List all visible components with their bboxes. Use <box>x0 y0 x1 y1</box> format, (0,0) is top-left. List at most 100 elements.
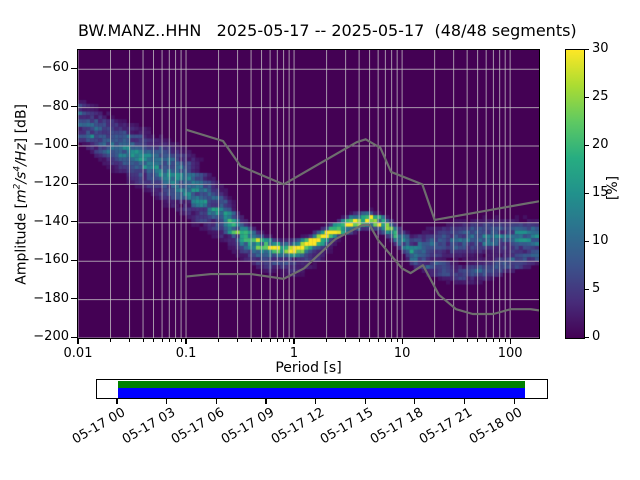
colorbar-tick-label: 15 <box>592 185 609 200</box>
timeline-coverage-green <box>118 381 525 388</box>
x-axis-minor-tick <box>261 338 263 342</box>
x-axis-minor-tick <box>237 338 239 342</box>
x-axis-minor-tick <box>485 338 487 342</box>
x-axis-minor-tick <box>276 338 278 342</box>
plot-overlay <box>78 50 539 338</box>
x-axis-minor-tick <box>391 338 393 342</box>
x-axis-minor-tick <box>283 338 285 342</box>
x-axis-minor-tick <box>377 338 379 342</box>
colorbar-tick <box>584 240 589 242</box>
y-axis-tick <box>71 182 78 185</box>
y-axis-label-part: 4 <box>12 165 23 172</box>
x-axis-major-tick <box>185 338 187 344</box>
y-axis-label: Amplitude [m2/s4/Hz] [dB] <box>13 63 30 325</box>
y-tick-label: −100 <box>33 137 69 152</box>
x-axis-minor-tick <box>477 338 479 342</box>
colorbar-tick-label: 5 <box>592 281 601 296</box>
y-axis-tick <box>71 298 78 300</box>
x-axis-minor-tick <box>110 338 112 342</box>
y-axis-label-part: /s <box>13 171 30 184</box>
colorbar-tick <box>584 144 589 146</box>
timeline-bar <box>96 379 548 399</box>
nhnm-noise-model-line <box>185 128 539 222</box>
colorbar-tick <box>584 96 589 98</box>
colorbar-tick <box>584 192 589 194</box>
x-tick-label: 1 <box>289 346 299 361</box>
colorbar <box>565 49 585 339</box>
y-axis-label-part: Amplitude [ <box>13 203 30 285</box>
y-axis-tick <box>71 221 78 223</box>
x-axis-minor-tick <box>269 338 271 342</box>
x-axis-major-tick <box>401 338 403 344</box>
x-tick-label: 10 <box>393 346 411 361</box>
plot-area <box>77 49 540 339</box>
x-axis-minor-tick <box>358 338 360 342</box>
timeline-coverage-blue <box>118 387 525 398</box>
colorbar-tick-label: 25 <box>592 89 609 104</box>
y-axis-tick <box>71 336 78 338</box>
x-axis-minor-tick <box>453 338 455 342</box>
y-tick-label: −140 <box>33 213 69 229</box>
colorbar-tick-label: 0 <box>592 329 601 344</box>
timeline-tick <box>215 399 217 404</box>
figure-title: BW.MANZ..HHN 2025-05-17 -- 2025-05-17 (4… <box>78 21 577 40</box>
psd-histogram-canvas <box>78 50 539 338</box>
x-axis-minor-tick <box>175 338 177 342</box>
y-axis-tick <box>71 259 78 261</box>
x-axis-minor-tick <box>492 338 494 342</box>
x-axis-minor-tick <box>168 338 170 342</box>
y-tick-label: −180 <box>33 290 69 306</box>
x-axis-major-tick <box>293 338 295 344</box>
y-axis-label-part: /Hz <box>13 143 30 166</box>
x-axis-minor-tick <box>384 338 386 342</box>
x-axis-minor-tick <box>326 338 328 342</box>
y-axis-tick <box>71 106 78 108</box>
x-axis-minor-tick <box>218 338 220 342</box>
y-axis-tick <box>71 144 78 146</box>
colorbar-tick <box>584 48 589 50</box>
x-axis-minor-tick <box>180 338 182 342</box>
x-tick-label: 100 <box>497 346 523 361</box>
x-axis-minor-tick <box>129 338 131 342</box>
x-axis-minor-tick <box>499 338 501 342</box>
y-tick-label: −160 <box>33 252 69 268</box>
x-axis-major-tick <box>509 338 511 344</box>
x-axis-minor-tick <box>153 338 154 342</box>
x-axis-minor-tick <box>288 338 290 342</box>
timeline-tick <box>463 399 466 404</box>
y-tick-label: −200 <box>33 329 69 344</box>
colorbar-tick-label: 10 <box>592 233 609 248</box>
x-axis-label: Period [s] <box>275 360 342 376</box>
timeline-tick <box>513 399 515 404</box>
x-axis-minor-tick <box>466 338 468 342</box>
x-axis-minor-tick <box>250 338 252 342</box>
colorbar-tick <box>584 288 589 290</box>
x-axis-minor-tick <box>345 338 347 342</box>
colorbar-tick-label: 30 <box>592 41 609 56</box>
y-tick-label: −80 <box>41 98 69 114</box>
x-axis-minor-tick <box>161 338 163 342</box>
x-tick-label: 0.1 <box>175 346 197 361</box>
colorbar-tick <box>584 336 589 338</box>
x-axis-minor-tick <box>434 338 436 342</box>
x-axis-minor-tick <box>504 338 506 342</box>
y-axis-label-part: 2 <box>12 183 23 190</box>
timeline-tick <box>364 399 366 404</box>
timeline-tick <box>414 399 416 404</box>
x-axis-major-tick <box>77 338 79 344</box>
timeline-tick <box>116 399 118 404</box>
timeline-tick <box>314 399 317 404</box>
nlnm-noise-model-line <box>185 223 539 316</box>
timeline-tick <box>166 399 168 404</box>
y-axis-label-part: ] [dB] <box>13 103 30 144</box>
y-tick-label: −60 <box>41 60 69 76</box>
y-axis-tick <box>71 67 78 69</box>
y-tick-label: −120 <box>33 175 69 191</box>
x-axis-minor-tick <box>142 338 144 342</box>
x-axis-minor-tick <box>369 338 371 342</box>
x-axis-minor-tick <box>396 338 398 342</box>
timeline-tick <box>265 399 267 404</box>
colorbar-tick-label: 20 <box>592 137 609 152</box>
y-axis-label-part: m <box>13 189 30 204</box>
